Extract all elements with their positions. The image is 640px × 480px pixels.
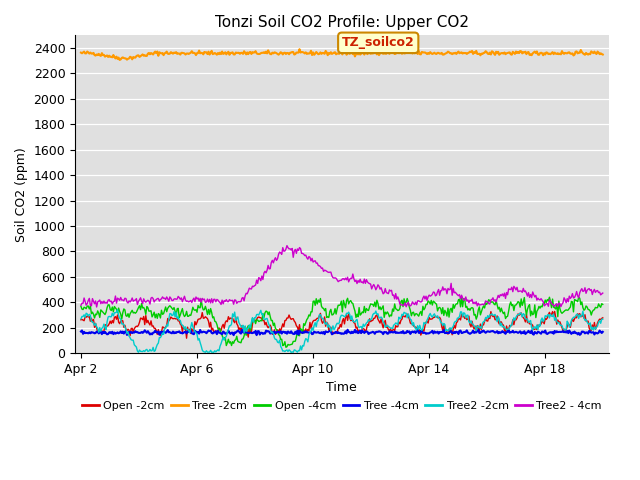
Tree -4cm bbox=[507, 329, 515, 335]
Tree -2cm bbox=[588, 49, 596, 55]
Open -2cm bbox=[599, 315, 607, 321]
Open -4cm bbox=[507, 299, 515, 305]
Tree -4cm bbox=[326, 328, 333, 334]
Line: Open -2cm: Open -2cm bbox=[81, 312, 603, 338]
Tree2 - 4cm bbox=[283, 243, 291, 249]
Tree2 - 4cm bbox=[330, 275, 338, 281]
Open -2cm bbox=[551, 309, 559, 314]
Tree2 - 4cm bbox=[390, 292, 397, 298]
Tree -4cm bbox=[344, 327, 351, 333]
Tree2 -2cm bbox=[77, 316, 84, 322]
Open -2cm bbox=[183, 336, 191, 341]
Line: Tree2 -2cm: Tree2 -2cm bbox=[81, 310, 603, 352]
Open -4cm bbox=[458, 294, 465, 300]
Tree2 - 4cm bbox=[588, 292, 596, 298]
Open -4cm bbox=[326, 309, 333, 314]
Tree -4cm bbox=[588, 329, 596, 335]
Line: Tree -2cm: Tree -2cm bbox=[81, 49, 603, 60]
Open -2cm bbox=[388, 327, 396, 333]
Tree2 -2cm bbox=[390, 322, 397, 328]
Open -4cm bbox=[77, 303, 84, 309]
Tree2 - 4cm bbox=[362, 280, 369, 286]
Tree -2cm bbox=[390, 49, 397, 55]
Tree -2cm bbox=[327, 49, 335, 55]
Open -4cm bbox=[588, 309, 596, 314]
Y-axis label: Soil CO2 (ppm): Soil CO2 (ppm) bbox=[15, 147, 28, 241]
Open -2cm bbox=[588, 322, 596, 328]
Open -4cm bbox=[282, 345, 290, 350]
Tree2 -2cm bbox=[507, 323, 515, 328]
Title: Tonzi Soil CO2 Profile: Upper CO2: Tonzi Soil CO2 Profile: Upper CO2 bbox=[215, 15, 469, 30]
Tree2 -2cm bbox=[327, 328, 335, 334]
Open -4cm bbox=[388, 306, 396, 312]
Line: Open -4cm: Open -4cm bbox=[81, 297, 603, 348]
Open -2cm bbox=[77, 317, 84, 323]
Tree -4cm bbox=[390, 329, 397, 335]
Tree2 - 4cm bbox=[93, 304, 100, 310]
Tree -2cm bbox=[296, 47, 303, 52]
Tree -2cm bbox=[330, 50, 338, 56]
Open -2cm bbox=[360, 326, 368, 332]
Tree2 -2cm bbox=[362, 322, 369, 327]
Tree2 -2cm bbox=[599, 316, 607, 322]
Tree2 -2cm bbox=[330, 327, 338, 333]
Tree -2cm bbox=[77, 50, 84, 56]
Tree -2cm bbox=[599, 52, 607, 58]
Tree -2cm bbox=[116, 57, 124, 63]
Line: Tree -4cm: Tree -4cm bbox=[81, 330, 603, 335]
Tree -4cm bbox=[230, 332, 237, 338]
Tree2 - 4cm bbox=[599, 290, 607, 296]
Line: Tree2 - 4cm: Tree2 - 4cm bbox=[81, 246, 603, 307]
X-axis label: Time: Time bbox=[326, 381, 357, 394]
Tree -2cm bbox=[507, 51, 515, 57]
Tree2 -2cm bbox=[287, 349, 295, 355]
Tree2 - 4cm bbox=[327, 269, 335, 275]
Open -2cm bbox=[326, 326, 333, 332]
Open -2cm bbox=[329, 329, 337, 335]
Open -4cm bbox=[360, 303, 368, 309]
Tree2 -2cm bbox=[114, 307, 122, 312]
Tree2 - 4cm bbox=[77, 302, 84, 308]
Open -4cm bbox=[599, 301, 607, 307]
Tree2 -2cm bbox=[588, 324, 596, 330]
Open -4cm bbox=[329, 312, 337, 318]
Text: TZ_soilco2: TZ_soilco2 bbox=[342, 36, 415, 49]
Tree -4cm bbox=[329, 331, 337, 336]
Tree2 - 4cm bbox=[507, 287, 515, 292]
Tree -2cm bbox=[362, 49, 369, 55]
Legend: Open -2cm, Tree -2cm, Open -4cm, Tree -4cm, Tree2 -2cm, Tree2 - 4cm: Open -2cm, Tree -2cm, Open -4cm, Tree -4… bbox=[77, 396, 606, 416]
Tree -4cm bbox=[599, 329, 607, 335]
Tree -4cm bbox=[77, 329, 84, 335]
Open -2cm bbox=[506, 323, 513, 328]
Tree -4cm bbox=[362, 329, 369, 335]
